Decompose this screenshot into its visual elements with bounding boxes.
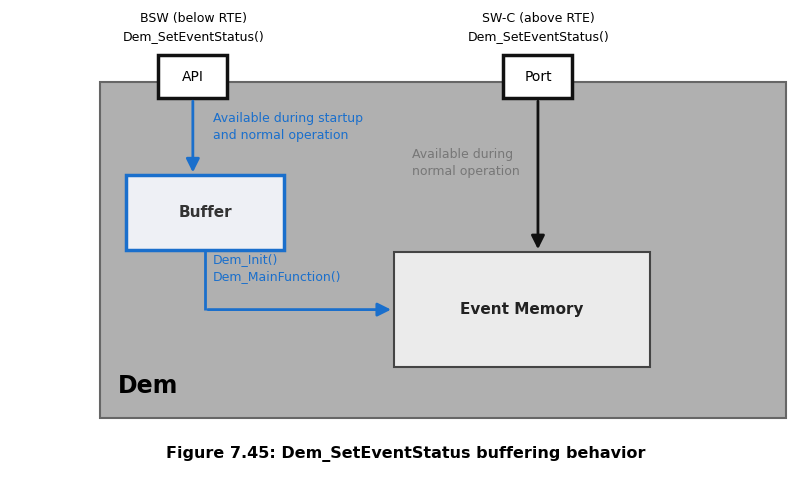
Bar [503, 55, 572, 98]
Bar [158, 55, 227, 98]
Text: Available during startup
and normal operation: Available during startup and normal oper… [212, 112, 363, 142]
Text: Available during
normal operation: Available during normal operation [411, 148, 519, 178]
Text: Dem_Init()
Dem_MainFunction(): Dem_Init() Dem_MainFunction() [212, 253, 341, 283]
Text: Event Memory: Event Memory [459, 302, 583, 317]
Text: BSW (below RTE)
Dem_SetEventStatus(): BSW (below RTE) Dem_SetEventStatus() [122, 12, 264, 43]
Text: SW-C (above RTE)
Dem_SetEventStatus(): SW-C (above RTE) Dem_SetEventStatus() [467, 12, 608, 43]
Bar [126, 175, 284, 250]
Text: Port: Port [523, 70, 551, 84]
Bar [393, 252, 649, 367]
Text: Dem: Dem [118, 374, 178, 398]
Text: API: API [182, 70, 204, 84]
Text: Buffer: Buffer [178, 205, 232, 220]
Bar [100, 82, 785, 418]
Text: Figure 7.45: Dem_SetEventStatus buffering behavior: Figure 7.45: Dem_SetEventStatus bufferin… [166, 445, 645, 462]
